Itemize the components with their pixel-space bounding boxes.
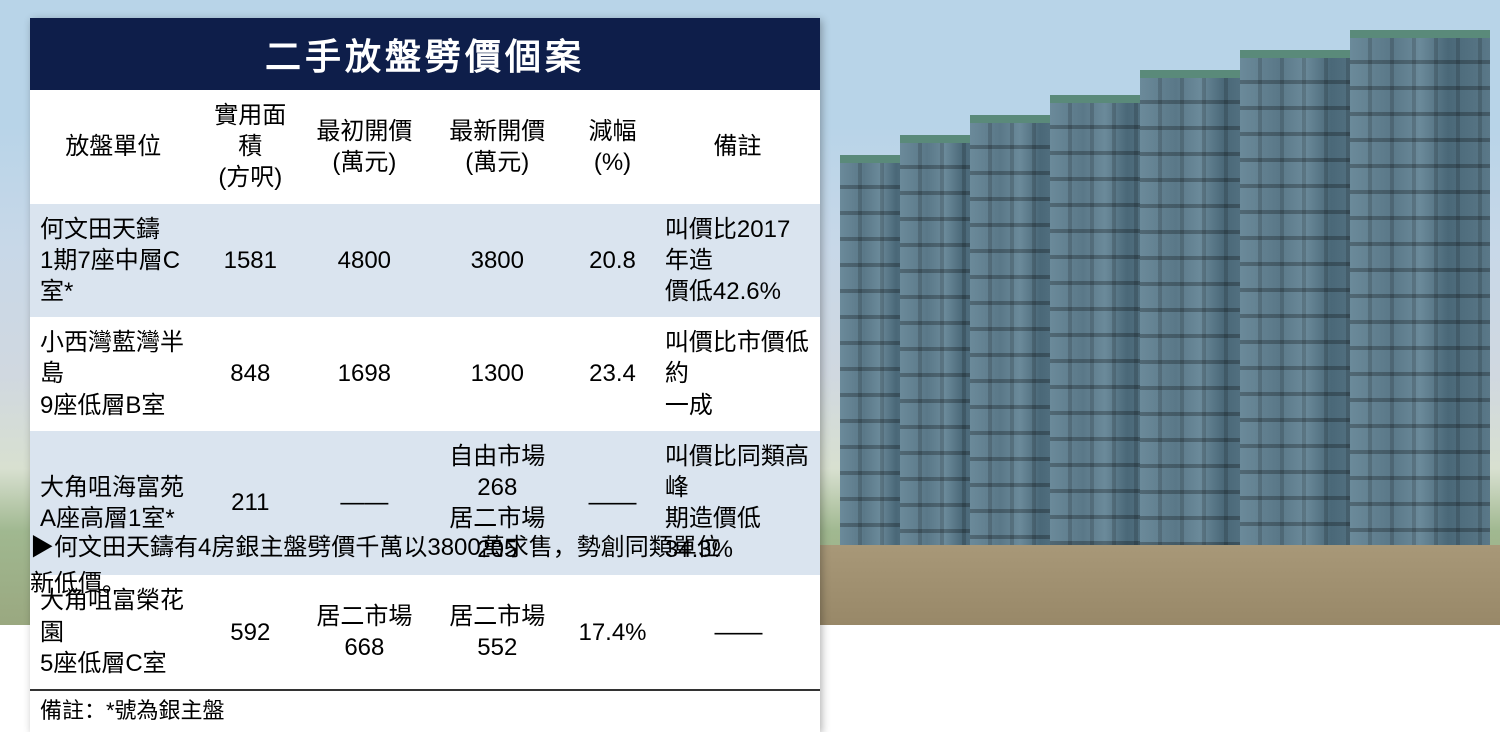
table-title: 二手放盤劈價個案 [30,18,820,90]
cell-drop: 20.8 [570,204,655,318]
price-table: 放盤單位 實用面積 (方呎) 最初開價 (萬元) 最新開價 (萬元) 減幅 (%… [30,90,820,732]
col-header-drop: 減幅 (%) [570,90,655,204]
cell-latest: 3800 [425,204,571,318]
cell-area: 848 [196,317,304,431]
col-header-unit: 放盤單位 [30,90,196,204]
cell-area: 1581 [196,204,304,318]
table-footnote-row: 備註：*號為銀主盤 [30,690,820,732]
table-footnote: 備註：*號為銀主盤 [30,690,820,732]
cell-remark: 叫價比2017年造 價低42.6% [655,204,820,318]
col-header-initial: 最初開價 (萬元) [304,90,424,204]
cell-initial: 4800 [304,204,424,318]
cell-unit: 何文田天鑄 1期7座中層C室* [30,204,196,318]
caption: ▶何文田天鑄有4房銀主盤劈價千萬以3800萬求售，勢創同類單位新低價。 [30,530,730,602]
table-row: 何文田天鑄 1期7座中層C室* 1581 4800 3800 20.8 叫價比2… [30,204,820,318]
cell-remark: 叫價比市價低約 一成 [655,317,820,431]
col-header-area: 實用面積 (方呎) [196,90,304,204]
table-row: 小西灣藍灣半島 9座低層B室 848 1698 1300 23.4 叫價比市價低… [30,317,820,431]
col-header-latest: 最新開價 (萬元) [425,90,571,204]
cell-unit: 小西灣藍灣半島 9座低層B室 [30,317,196,431]
col-header-remark: 備註 [655,90,820,204]
cell-drop: 23.4 [570,317,655,431]
buildings-illustration [780,0,1500,625]
cell-initial: 1698 [304,317,424,431]
cell-latest: 1300 [425,317,571,431]
